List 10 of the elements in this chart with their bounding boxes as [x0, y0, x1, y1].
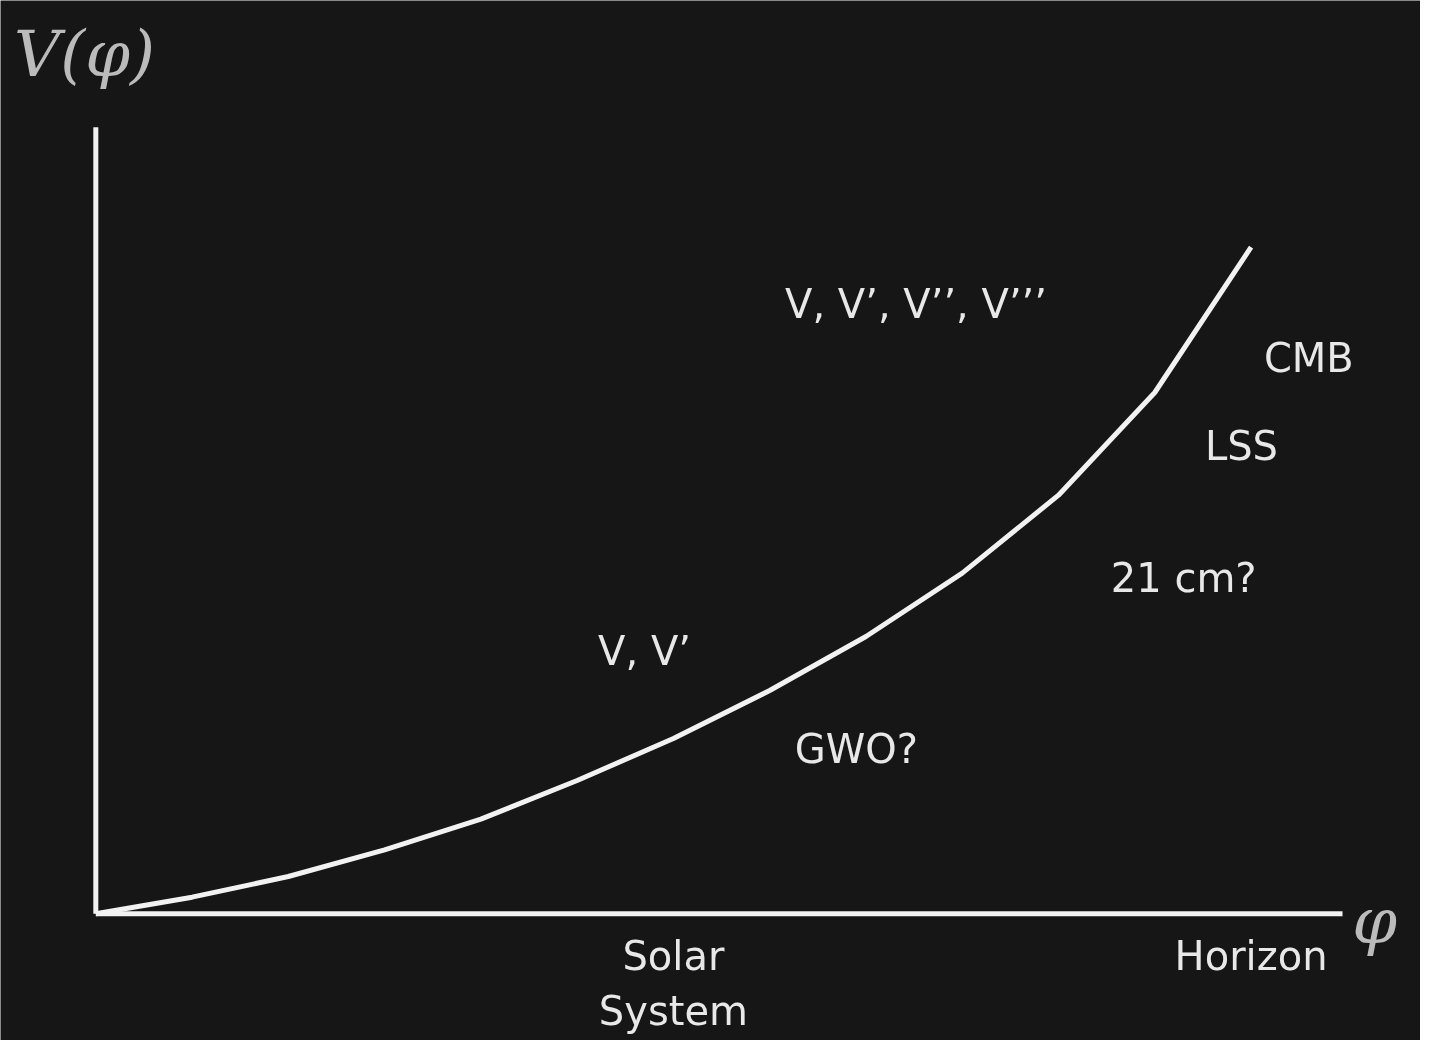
x-axis-title: φ	[1352, 883, 1398, 958]
x-tick-label: Solar System	[598, 933, 749, 1035]
annotation: V, V’	[598, 628, 691, 675]
annotation: V, V’, V’’, V’’’	[785, 280, 1048, 327]
annotation: CMB	[1263, 334, 1354, 381]
annotation: LSS	[1204, 422, 1278, 469]
x-tick-label: Horizon	[1174, 933, 1328, 980]
annotation: 21 cm?	[1110, 554, 1257, 601]
annotation: GWO?	[794, 726, 918, 773]
y-axis-title: V(φ)	[13, 16, 155, 91]
